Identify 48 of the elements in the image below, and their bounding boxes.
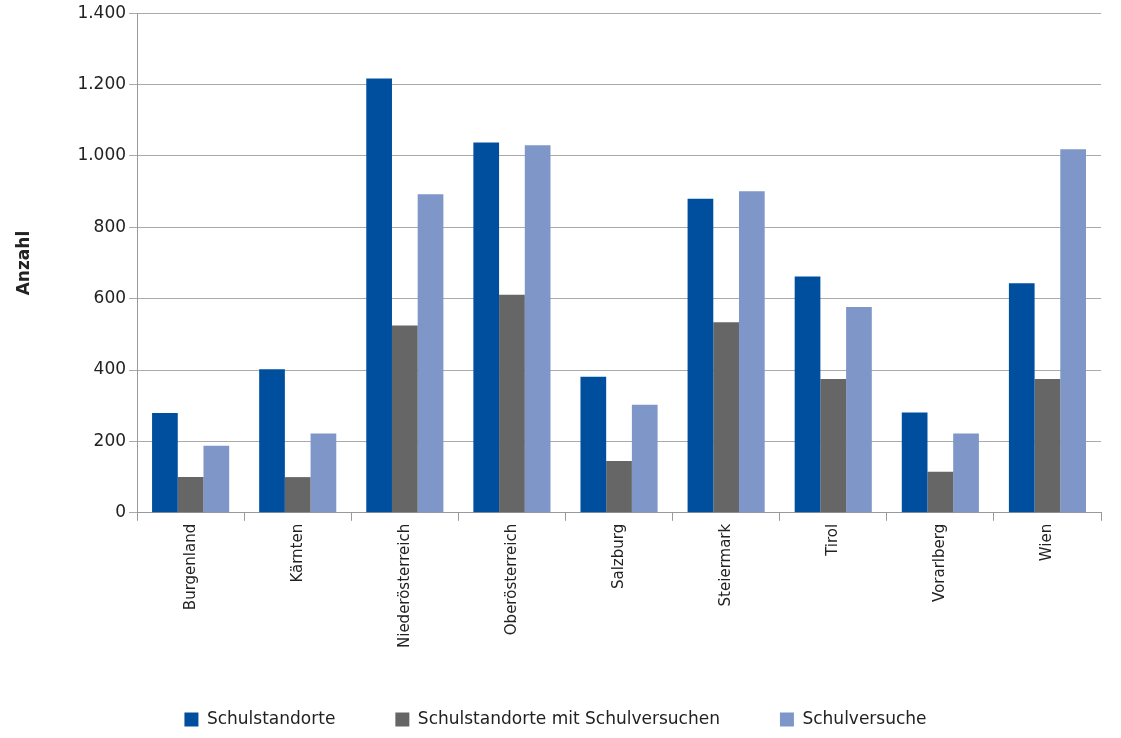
- bar: [152, 412, 178, 513]
- bar: [473, 142, 500, 513]
- x-tick-label: Oberösterreich: [501, 523, 520, 636]
- x-tick-label: Burgenland: [180, 523, 199, 611]
- y-axis-title: Anzahl: [12, 230, 33, 296]
- x-tick-label: Kärnten: [287, 523, 306, 583]
- bar: [203, 445, 230, 513]
- x-tick-label: Steiermark: [716, 523, 735, 607]
- bar: [177, 477, 204, 513]
- bar: [687, 198, 714, 513]
- bar: [580, 376, 607, 513]
- y-tick-label: 200: [93, 429, 127, 450]
- bar: [901, 412, 928, 513]
- bar: [738, 191, 765, 513]
- bar: [310, 433, 337, 513]
- y-tick-label: 1.400: [77, 1, 127, 22]
- x-tick-label: Salzburg: [608, 523, 627, 590]
- bar: [417, 194, 444, 513]
- y-tick-label: 0: [115, 501, 127, 522]
- bar: [820, 378, 847, 513]
- bar: [846, 306, 872, 513]
- x-tick-label: Wien: [1037, 523, 1056, 562]
- bar: [606, 461, 632, 513]
- bar: [794, 276, 821, 513]
- bar: [1008, 283, 1035, 513]
- bar: [259, 369, 285, 513]
- x-tick-label: Vorarlberg: [930, 523, 949, 602]
- bar: [927, 471, 954, 513]
- y-tick-label: 400: [93, 358, 127, 379]
- bar: [366, 78, 392, 513]
- y-tick-label: 800: [93, 215, 127, 236]
- bar: [631, 404, 658, 513]
- bar: [499, 294, 525, 513]
- bar: [391, 325, 418, 513]
- legend-label: Schulstandorte: [206, 707, 336, 728]
- bar: [284, 477, 311, 513]
- legend-label: Schulversuche: [802, 707, 927, 728]
- legend-label: Schulstandorte mit Schulversuchen: [417, 707, 720, 728]
- bar: [953, 433, 979, 513]
- bar: [1060, 149, 1087, 513]
- bar: [524, 145, 551, 513]
- y-tick-label: 1.200: [77, 72, 127, 93]
- x-tick-label: Tirol: [823, 523, 842, 557]
- y-tick-label: 1.000: [77, 144, 127, 165]
- bar: [1034, 378, 1061, 513]
- bar: [713, 322, 739, 513]
- y-tick-label: 600: [93, 287, 127, 308]
- x-tick-label: Niederösterreich: [394, 523, 413, 649]
